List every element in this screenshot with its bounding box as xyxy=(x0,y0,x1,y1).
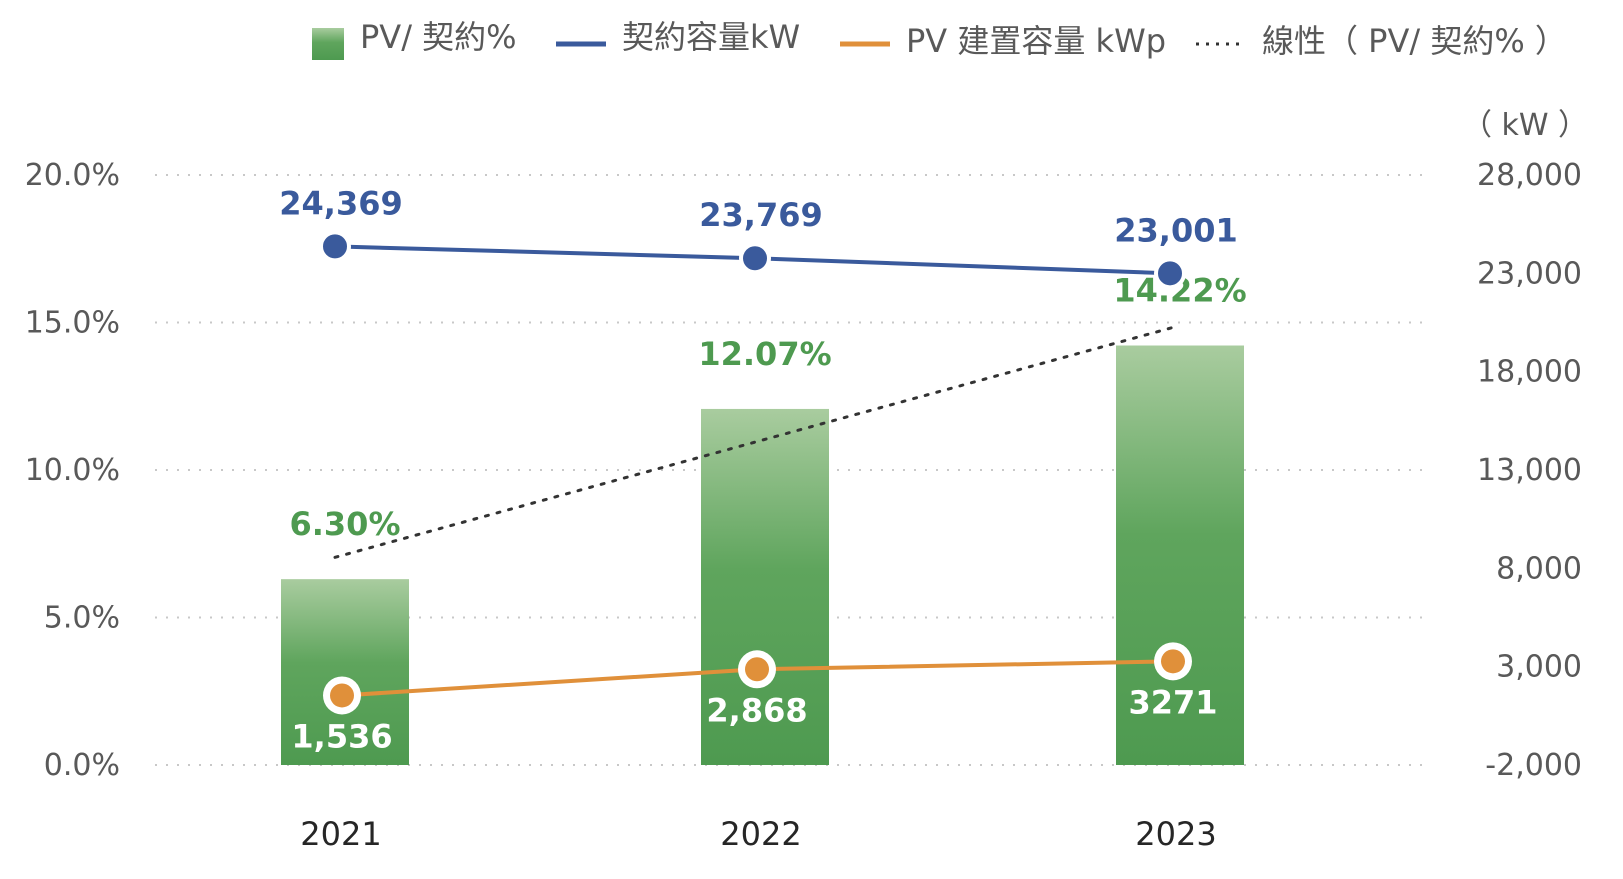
right-axis-tick-label: 18,000 xyxy=(1477,355,1582,390)
right-axis: -2,000 3,000 8,000 13,000 18,000 23,000 28,000 xyxy=(1477,158,1582,783)
contract-capacity-point[interactable] xyxy=(739,242,771,275)
contract-capacity-point[interactable] xyxy=(319,230,351,263)
trendline xyxy=(333,326,1174,559)
line-series: 24,369 23,769 23,001 1,536 2,868 3271 xyxy=(279,184,1237,755)
x-axis-tick-label: 2023 xyxy=(1135,815,1216,853)
contract-capacity-data-label: 24,369 xyxy=(279,184,402,222)
legend-label: 契約容量kW xyxy=(622,18,800,56)
pv-capacity-data-label: 2,868 xyxy=(706,691,807,729)
right-axis-tick-label: 3,000 xyxy=(1496,650,1582,685)
x-axis-tick-label: 2022 xyxy=(720,815,801,853)
legend-label: PV/ 契約% xyxy=(360,18,517,56)
right-axis-tick-label: 8,000 xyxy=(1496,551,1582,586)
left-axis-tick-label: 0.0% xyxy=(44,748,120,783)
right-axis-tick-label: 13,000 xyxy=(1477,453,1582,488)
right-axis-tick-label: -2,000 xyxy=(1485,748,1582,783)
right-axis-tick-label: 23,000 xyxy=(1477,256,1582,291)
left-axis-tick-label: 15.0% xyxy=(25,306,120,341)
trendline-series xyxy=(333,326,1174,559)
contract-capacity-data-label: 23,001 xyxy=(1114,211,1237,249)
bar[interactable] xyxy=(701,408,829,765)
left-axis-tick-label: 20.0% xyxy=(25,158,120,193)
bar[interactable] xyxy=(1116,345,1244,765)
x-axis-tick-label: 2021 xyxy=(300,815,381,853)
legend-item-contract-capacity[interactable]: 契約容量kW xyxy=(556,18,800,56)
pv-capacity-point[interactable] xyxy=(330,683,354,708)
right-axis-tick-label: 28,000 xyxy=(1477,158,1582,193)
bar[interactable] xyxy=(281,579,409,765)
left-axis: 0.0% 5.0% 10.0% 15.0% 20.0% xyxy=(25,158,120,783)
left-axis-tick-label: 5.0% xyxy=(44,601,120,636)
legend-label: 線性（ PV/ 契約% ） xyxy=(1262,22,1567,60)
left-axis-tick-label: 10.0% xyxy=(25,453,120,488)
right-axis-unit-label: （ kW ） xyxy=(1462,108,1588,143)
pv-capacity-point[interactable] xyxy=(1161,649,1185,674)
legend-label: PV 建置容量 kWp xyxy=(906,22,1166,60)
legend-item-pv-ratio[interactable]: PV/ 契約% xyxy=(312,18,517,60)
legend-item-pv-capacity[interactable]: PV 建置容量 kWp xyxy=(840,22,1166,60)
bar-series: 6.30%12.07%14.22% xyxy=(281,272,1247,765)
pv-capacity-data-label: 1,536 xyxy=(291,717,392,755)
bar-data-label: 12.07% xyxy=(698,335,831,373)
legend-swatch-bar xyxy=(312,28,344,60)
x-axis: 2021 2022 2023 xyxy=(300,815,1216,853)
contract-capacity-point[interactable] xyxy=(1154,257,1186,290)
contract-capacity-data-label: 23,769 xyxy=(699,196,822,234)
bar-data-label: 6.30% xyxy=(289,505,400,543)
legend: PV/ 契約% 契約容量kW PV 建置容量 kWp 線性（ PV/ 契約% ） xyxy=(312,18,1567,60)
pv-capacity-data-label: 3271 xyxy=(1128,683,1217,721)
pv-capacity-point[interactable] xyxy=(745,657,769,682)
legend-item-trendline[interactable]: 線性（ PV/ 契約% ） xyxy=(1196,22,1567,60)
